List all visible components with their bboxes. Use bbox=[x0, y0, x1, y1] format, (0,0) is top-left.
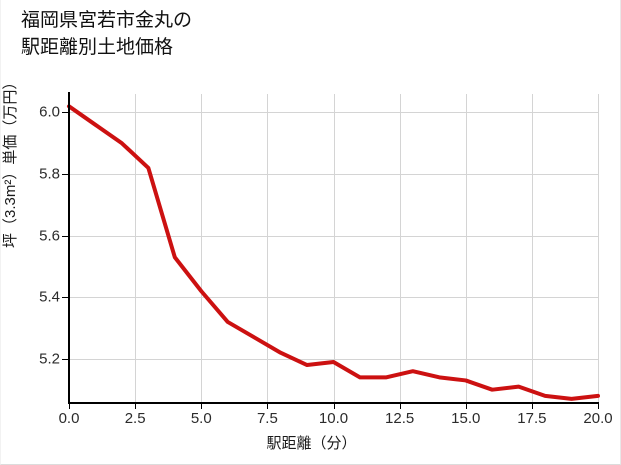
x-tick-mark bbox=[69, 404, 70, 409]
gridline-x-17.5 bbox=[531, 94, 533, 402]
x-tick-label: 17.5 bbox=[517, 410, 547, 427]
y-tick-label: 5.8 bbox=[39, 165, 60, 183]
y-tick-label: 5.2 bbox=[39, 350, 60, 368]
y-axis-label: 坪（3.3m²）単価（万円） bbox=[2, 74, 19, 248]
x-tick-label: 2.5 bbox=[124, 410, 146, 427]
x-tick-label: 7.5 bbox=[256, 410, 278, 427]
y-tick-label: 5.6 bbox=[39, 227, 60, 245]
x-tick-mark bbox=[399, 404, 401, 409]
x-tick-mark bbox=[531, 404, 533, 409]
data-line-series bbox=[67, 104, 600, 401]
x-tick-mark bbox=[598, 404, 599, 409]
x-axis-line bbox=[68, 402, 599, 404]
title-line-2: 駅距離別土地価格 bbox=[21, 36, 174, 58]
y-tick-mark bbox=[62, 358, 68, 360]
gridline-x-10.0 bbox=[333, 94, 335, 402]
y-tick-mark bbox=[62, 235, 68, 237]
x-tick-mark bbox=[465, 404, 467, 409]
y-tick-label: 6.0 bbox=[39, 103, 60, 121]
y-axis-line bbox=[68, 92, 70, 404]
x-tick-mark bbox=[135, 404, 137, 409]
y-tick-mark bbox=[62, 297, 68, 299]
x-tick-label: 12.5 bbox=[385, 410, 415, 427]
gridline-x-12.5 bbox=[399, 94, 401, 402]
x-tick-mark bbox=[333, 404, 335, 409]
y-tick-mark bbox=[62, 112, 68, 114]
title-line-1: 福岡県宮若市金丸の bbox=[21, 10, 193, 31]
x-tick-label: 15.0 bbox=[451, 410, 481, 427]
x-tick-label: 5.0 bbox=[190, 410, 212, 427]
x-tick-label: 20.0 bbox=[583, 410, 613, 427]
x-tick-label: 10.0 bbox=[318, 410, 349, 427]
x-axis-label: 駅距離（分） bbox=[266, 435, 357, 452]
gridline-x-7.5 bbox=[267, 94, 269, 402]
gridline-x-5.0 bbox=[201, 94, 203, 402]
y-tick-label: 5.4 bbox=[39, 288, 60, 306]
plot-area bbox=[67, 94, 600, 402]
x-tick-label: 0.0 bbox=[58, 410, 80, 427]
gridline-x-20.0 bbox=[598, 94, 599, 402]
gridline-x-2.5 bbox=[135, 94, 137, 402]
x-tick-mark bbox=[267, 404, 269, 409]
gridline-x-15.0 bbox=[465, 94, 467, 402]
y-tick-mark bbox=[62, 174, 68, 176]
x-tick-mark bbox=[201, 404, 203, 409]
page-title: 福岡県宮若市金丸の 駅距離別土地価格 bbox=[21, 8, 192, 62]
